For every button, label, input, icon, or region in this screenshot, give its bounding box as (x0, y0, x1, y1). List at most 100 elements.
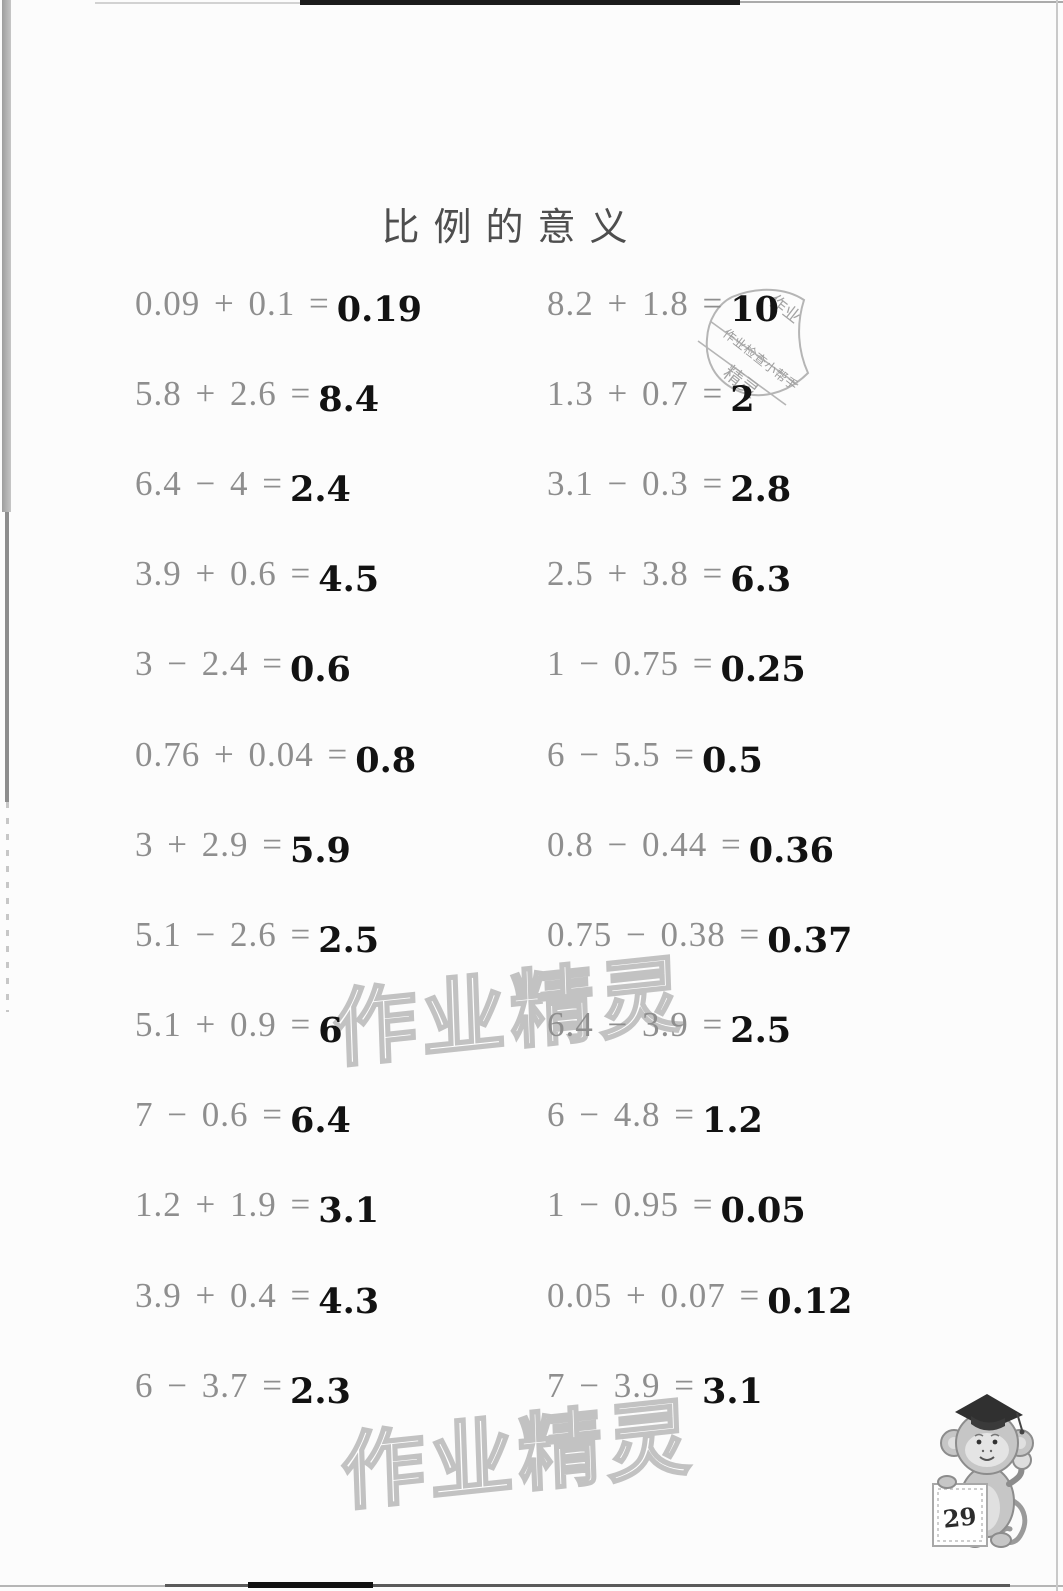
problem-answer-handwritten: 0.19 (336, 288, 422, 330)
problem-cell: 6 − 4.8 = 1.2 (547, 1094, 1015, 1141)
problem-expression: 1.2 + 1.9 = (135, 1185, 312, 1225)
monkey-brow-right (990, 1433, 1000, 1437)
monkey-face (965, 1433, 1009, 1467)
scan-bottom-black-bar (248, 1582, 373, 1588)
problem-expression: 0.75 − 0.38 = (547, 914, 761, 954)
problem-cell: 3.1 − 0.3 = 2.8 (547, 463, 1015, 510)
scan-top-faint-line (95, 2, 300, 4)
problem-cell: 5.1 − 2.6 = 2.5 (135, 914, 547, 961)
problem-cell: 0.76 + 0.04 = 0.8 (135, 734, 547, 781)
problem-expression: 6.4 − 4 = (135, 463, 283, 503)
problem-cell: 0.05 + 0.07 = 0.12 (547, 1275, 1015, 1322)
monkey-foot-right (990, 1532, 1012, 1548)
problem-expression: 5.8 + 2.6 = (135, 373, 312, 413)
problem-cell: 1.3 + 0.7 = 2 (547, 373, 1015, 420)
problem-answer-handwritten: 2.5 (318, 919, 380, 961)
problem-expression: 3 + 2.9 = (135, 824, 283, 864)
problem-expression: 8.2 + 1.8 = (547, 283, 724, 323)
problem-cell: 5.8 + 2.6 = 8.4 (135, 373, 547, 420)
monkey-nose-right (989, 1449, 993, 1453)
problem-expression: 6 − 4.8 = (547, 1095, 695, 1135)
problem-expression: 0.76 + 0.04 = (135, 734, 349, 774)
problem-cell: 2.5 + 3.8 = 6.3 (547, 553, 1015, 600)
problem-expression: 7 − 3.9 = (547, 1365, 695, 1405)
problem-answer-handwritten: 5.9 (289, 829, 351, 871)
problem-cell: 5.1 + 0.9 = 6 (135, 1004, 547, 1051)
problem-cell: 1.2 + 1.9 = 3.1 (135, 1184, 547, 1231)
problem-answer-handwritten: 0.8 (355, 739, 417, 781)
scan-left-edge-fade (6, 802, 9, 1012)
problem-answer-handwritten: 2.3 (289, 1370, 351, 1412)
problem-answer-handwritten: 1.2 (701, 1100, 763, 1142)
scan-top-black-bar (300, 0, 740, 5)
checker-stamp: 作业 作业检查小帮手 精灵 (692, 283, 826, 414)
graduation-cap-tassel-end (1019, 1429, 1025, 1435)
problem-cell: 3 + 2.9 = 5.9 (135, 824, 547, 871)
problem-answer-handwritten: 2.8 (730, 468, 792, 510)
problem-answer-handwritten: 6.4 (289, 1100, 351, 1142)
graduation-cap-base (971, 1416, 1005, 1431)
problem-answer-handwritten: 6 (318, 1010, 343, 1052)
problem-answer-handwritten: 4.5 (318, 559, 380, 601)
problem-cell: 3.9 + 0.6 = 4.5 (135, 553, 547, 600)
stamp-band-line-lower (697, 340, 787, 406)
problem-cell: 0.8 − 0.44 = 0.36 (547, 824, 1015, 871)
problem-cell: 1 − 0.95 = 0.05 (547, 1184, 1015, 1231)
problem-expression: 2.5 + 3.8 = (547, 554, 724, 594)
problem-cell: 7 − 3.9 = 3.1 (547, 1365, 1015, 1412)
scan-left-edge-strip (2, 0, 11, 512)
problem-answer-handwritten: 4.3 (318, 1280, 380, 1322)
scan-right-edge-line (1056, 0, 1058, 1591)
problem-cell: 0.09 + 0.1 = 0.19 (135, 283, 547, 330)
problem-answer-handwritten: 0.05 (720, 1190, 806, 1232)
problem-expression: 5.1 + 0.9 = (135, 1005, 312, 1045)
monkey-mouth (979, 1456, 995, 1461)
problems-grid: 0.09 + 0.1 = 0.19 8.2 + 1.8 = 10 5.8 + 2.6 =… (135, 258, 1015, 1430)
problem-cell: 6 − 3.7 = 2.3 (135, 1365, 547, 1412)
monkey-eye-left (976, 1439, 982, 1445)
problem-expression: 3.9 + 0.6 = (135, 554, 312, 594)
page-sign (932, 1483, 988, 1547)
problem-answer-handwritten: 0.5 (701, 739, 763, 781)
problem-answer-handwritten: 8.4 (318, 378, 380, 420)
problem-cell: 0.75 − 0.38 = 0.37 (547, 914, 1015, 961)
problem-answer-handwritten: 0.6 (289, 649, 351, 691)
problem-cell: 3.9 + 0.4 = 4.3 (135, 1275, 547, 1322)
problem-expression: 1 − 0.75 = (547, 644, 714, 684)
stamp-banner-outline (705, 288, 810, 397)
problem-expression: 7 − 0.6 = (135, 1095, 283, 1135)
stamp-band-line-upper (709, 320, 799, 386)
scan-left-edge-line (5, 512, 9, 802)
problem-cell: 7 − 0.6 = 6.4 (135, 1094, 547, 1141)
problem-cell: 6.4 − 3.9 = 2.5 (547, 1004, 1015, 1051)
page-number: 29 (942, 1501, 978, 1533)
scan-bottom-dark-line (165, 1584, 1010, 1587)
problem-answer-handwritten: 3.1 (701, 1370, 763, 1412)
problem-answer-handwritten: 0.37 (767, 919, 853, 961)
problem-answer-handwritten: 3.1 (318, 1190, 380, 1232)
problem-expression: 6 − 5.5 = (547, 734, 695, 774)
monkey-hand-left (937, 1475, 957, 1489)
problem-expression: 0.05 + 0.07 = (547, 1275, 761, 1315)
problem-cell: 6 − 5.5 = 0.5 (547, 734, 1015, 781)
graduation-cap-tassel (1016, 1412, 1023, 1431)
problem-answer-handwritten: 2.5 (730, 1010, 792, 1052)
problem-expression: 0.09 + 0.1 = (135, 283, 330, 323)
problem-answer-handwritten: 10 (730, 288, 779, 330)
monkey-brow-left (974, 1433, 984, 1437)
monkey-nose-left (981, 1449, 985, 1453)
problem-expression: 0.8 − 0.44 = (547, 824, 742, 864)
problem-cell: 3 − 2.4 = 0.6 (135, 643, 547, 690)
problem-answer-handwritten: 2 (730, 378, 755, 420)
problem-expression: 1 − 0.95 = (547, 1185, 714, 1225)
problem-answer-handwritten: 0.12 (767, 1280, 853, 1322)
problem-expression: 6 − 3.7 = (135, 1365, 283, 1405)
problem-answer-handwritten: 6.3 (730, 559, 792, 601)
page-title: 比例的意义 (381, 207, 642, 249)
problem-answer-handwritten: 2.4 (289, 468, 351, 510)
problem-cell: 1 − 0.75 = 0.25 (547, 643, 1015, 690)
problem-expression: 5.1 − 2.6 = (135, 914, 312, 954)
mascot-monkey: 29 (925, 1380, 1047, 1565)
problem-cell: 6.4 − 4 = 2.4 (135, 463, 547, 510)
problem-expression: 3.9 + 0.4 = (135, 1275, 312, 1315)
